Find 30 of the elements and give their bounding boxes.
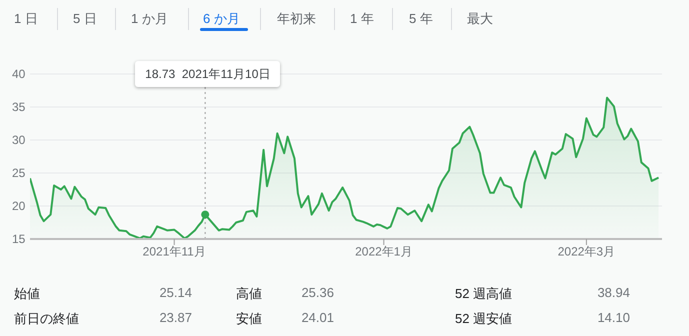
y-tick-label: 20	[12, 199, 26, 213]
text: 1 か月	[131, 10, 168, 28]
text: 52 週安値	[455, 310, 512, 328]
text: 始値	[14, 285, 40, 303]
text: 高値	[236, 285, 262, 303]
y-tick-label: 25	[12, 166, 26, 180]
text: 38.94	[597, 285, 630, 300]
x-tick-label: 2022年1月	[355, 244, 412, 259]
text: 6 か月	[203, 10, 240, 28]
text: 1 日	[14, 10, 38, 28]
text: 安値	[236, 310, 262, 328]
annotation: 18.73 2021年11月10日	[135, 61, 280, 87]
y-tick-label: 30	[12, 133, 26, 147]
text: 5 日	[73, 10, 97, 28]
y-tick-label: 15	[12, 232, 26, 246]
text: 5 年	[409, 10, 433, 28]
text: 24.01	[301, 310, 334, 325]
text: 52 週高値	[455, 285, 512, 303]
text: 1 年	[350, 10, 374, 28]
text: 25.14	[159, 285, 192, 300]
y-tick-label: 40	[12, 67, 26, 81]
y-tick-label: 35	[12, 100, 26, 114]
text: 年初来	[277, 10, 316, 28]
x-tick-label: 2021年11月	[142, 244, 206, 259]
text: 前日の終値	[14, 310, 79, 328]
text: 23.87	[159, 310, 192, 325]
text: 14.10	[597, 310, 630, 325]
x-tick-label: 2022年3月	[558, 244, 616, 259]
text: 最大	[467, 10, 493, 28]
text: 25.36	[301, 285, 334, 300]
